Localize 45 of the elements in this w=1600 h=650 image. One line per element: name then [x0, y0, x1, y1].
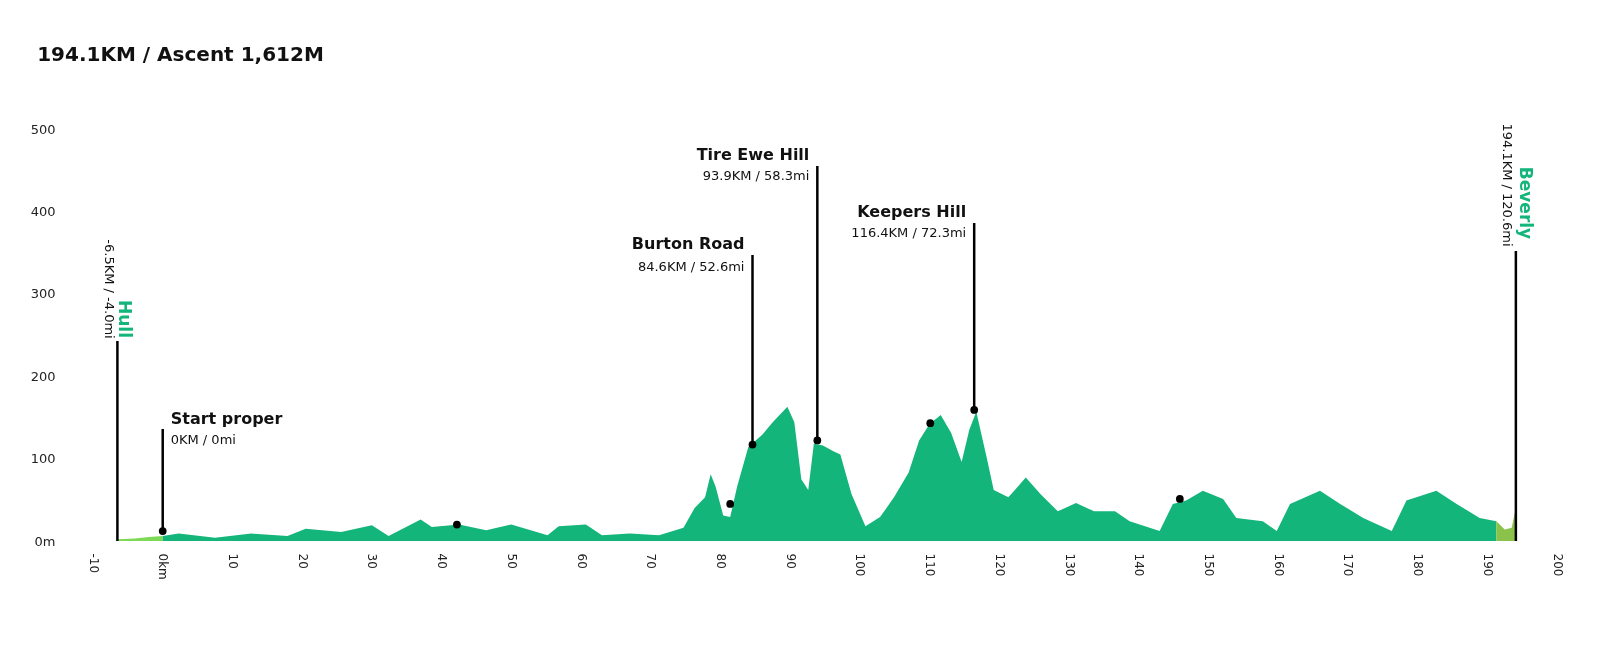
x-tick-label: 60 — [574, 553, 589, 569]
x-tick-label: 180 — [1411, 553, 1426, 577]
annotation: Keepers Hill — [857, 202, 967, 221]
y-tick-label: 400 — [30, 203, 56, 219]
point — [926, 419, 935, 428]
annotation: -6.5KM / -4.0mi — [102, 239, 118, 339]
y-tick-label: 200 — [30, 368, 56, 384]
annotation: 116.4KM / 72.3mi — [851, 225, 967, 240]
annotation: Hull — [115, 300, 136, 338]
x-tick-label: 160 — [1271, 553, 1286, 577]
annotation: 194.1KM / 120.6mi — [1499, 123, 1515, 247]
x-tick-label: 0km — [156, 553, 171, 580]
x-tick-label: 120 — [992, 553, 1007, 577]
x-tick-label: -10 — [86, 553, 101, 574]
x-tick-label: 190 — [1480, 553, 1495, 577]
x-tick-label: 110 — [923, 553, 938, 577]
x-tick-label: 170 — [1341, 553, 1356, 577]
x-tick-label: 130 — [1062, 553, 1077, 577]
x-tick-label: 30 — [365, 553, 380, 569]
annotation: 84.6KM / 52.6mi — [637, 259, 745, 274]
x-tick-label: 20 — [295, 553, 310, 569]
y-tick-label: 100 — [30, 451, 56, 467]
annotation: Beverly — [1515, 166, 1536, 240]
y-tick-label: 300 — [30, 286, 56, 302]
x-tick-label: 50 — [504, 553, 519, 569]
annotation: Tire Ewe Hill — [696, 145, 810, 164]
x-tick-label: 10 — [225, 553, 240, 569]
chart-title: 194.1KM / Ascent 1,612M — [37, 42, 324, 66]
x-tick-label: 140 — [1132, 553, 1147, 577]
x-tick-label: 80 — [713, 553, 728, 569]
point — [1175, 495, 1184, 503]
x-tick-label: 100 — [853, 553, 868, 577]
x-tick-label: 40 — [435, 553, 450, 569]
annotation: 0KM / 0mi — [170, 432, 236, 447]
point — [726, 500, 735, 508]
x-tick-label: 150 — [1201, 553, 1216, 577]
annotation: Burton Road — [631, 234, 745, 253]
x-tick-label: 90 — [783, 553, 798, 569]
annotation: Start proper — [170, 409, 283, 428]
y-tick-label: 0m — [34, 533, 56, 549]
y-tick-label: 500 — [30, 121, 56, 137]
x-tick-label: 200 — [1550, 553, 1565, 577]
x-tick-label: 70 — [644, 553, 659, 569]
annotation: 93.9KM / 58.3mi — [702, 168, 810, 183]
point — [453, 520, 461, 529]
